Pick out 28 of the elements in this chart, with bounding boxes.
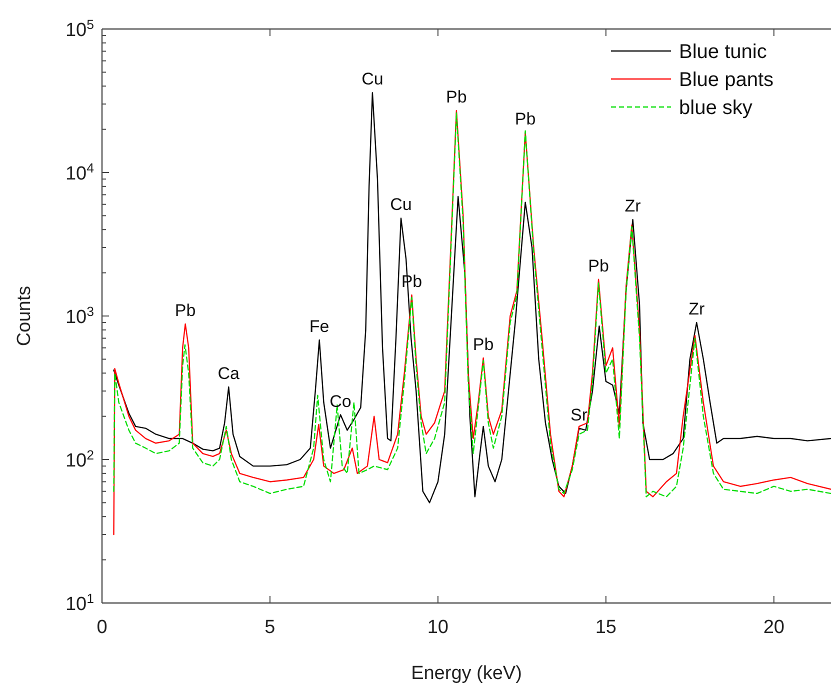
x-tick-label: 5 <box>264 617 276 638</box>
annotation: Pb <box>174 300 196 320</box>
legend-label: Blue tunic <box>679 41 767 63</box>
x-tick-label: 0 <box>96 617 108 638</box>
annotation: Pb <box>514 110 536 128</box>
y-tick-label: 10$^{1}$ <box>65 590 94 615</box>
x-tick-label: 20 <box>763 617 784 638</box>
annotation: Pb <box>472 334 494 354</box>
annotation: Fe <box>309 317 330 336</box>
legend-label: blue sky <box>679 97 752 119</box>
y-axis-title: Counts <box>14 286 35 346</box>
x-axis-title: Energy (keV) <box>411 663 522 684</box>
y-tick-label: 10$^{5}$ <box>65 16 94 41</box>
x-tick-label: 15 <box>595 617 616 638</box>
y-tick-label: 10$^{4}$ <box>65 160 94 184</box>
y-tick-label: 10$^{3}$ <box>65 304 94 328</box>
x-tick-label: 10 <box>427 617 449 638</box>
legend-label: Blue pants <box>679 69 774 91</box>
y-tick-label: 10$^{2}$ <box>65 447 94 472</box>
annotation: Cu <box>390 195 412 214</box>
annotation: Zr <box>624 196 642 216</box>
annotation: Zr <box>688 300 705 319</box>
annotation: Ca <box>218 364 240 384</box>
annotation: Cu <box>362 70 384 89</box>
annotation: Co <box>330 392 352 411</box>
annotation: Sr <box>570 405 588 424</box>
annotation: Pb <box>446 88 467 107</box>
annotation: Pb <box>588 256 609 276</box>
